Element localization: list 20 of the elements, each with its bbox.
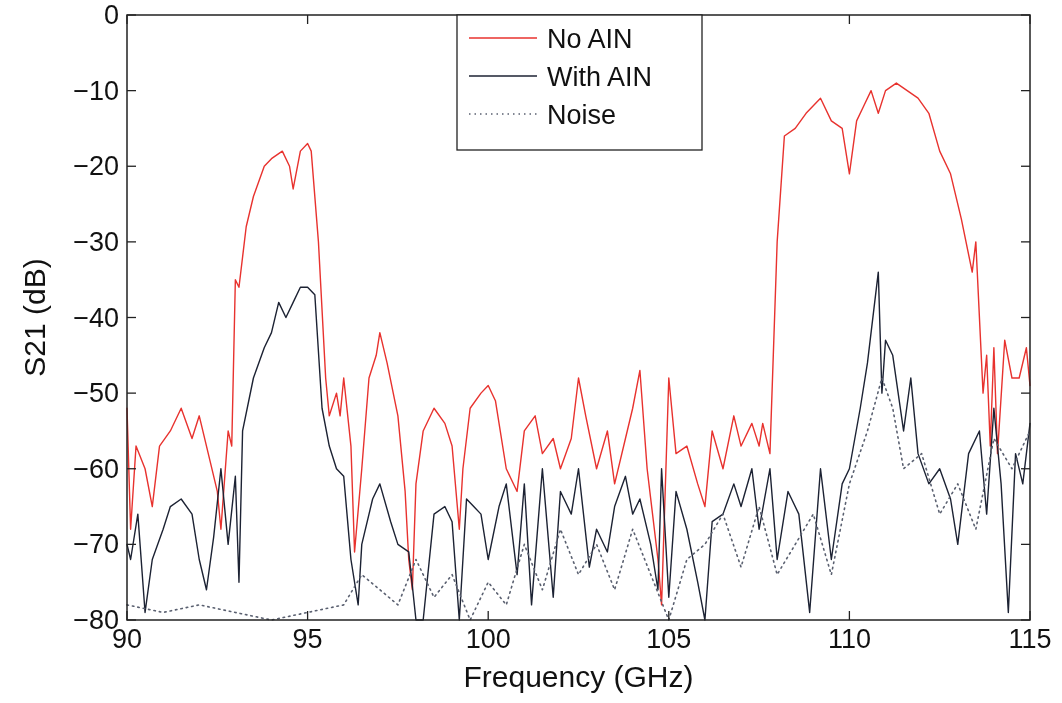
- x-tick-label: 105: [646, 624, 692, 654]
- x-tick-label: 95: [292, 624, 323, 654]
- y-tick-label: −20: [73, 151, 119, 182]
- y-tick-label: −60: [73, 453, 119, 484]
- x-tick-label: 110: [827, 624, 871, 654]
- x-tick-label: 100: [465, 624, 511, 654]
- legend-label: No AIN: [547, 24, 633, 54]
- y-axis-title: S21 (dB): [18, 258, 51, 377]
- line-series: [126, 271, 1031, 621]
- legend-label: Noise: [547, 100, 617, 130]
- x-tick-label: 115: [1008, 624, 1052, 654]
- y-tick-label: −40: [73, 302, 119, 333]
- y-tick-label: 0: [103, 0, 119, 30]
- y-tick-label: −30: [73, 226, 119, 257]
- y-tick-label: −10: [73, 75, 119, 106]
- y-tick-label: −50: [73, 378, 119, 409]
- legend-label: With AIN: [547, 62, 653, 92]
- line-series: [126, 377, 1031, 621]
- x-axis-title: Frequency (GHz): [463, 660, 694, 693]
- y-tick-label: −70: [73, 529, 119, 560]
